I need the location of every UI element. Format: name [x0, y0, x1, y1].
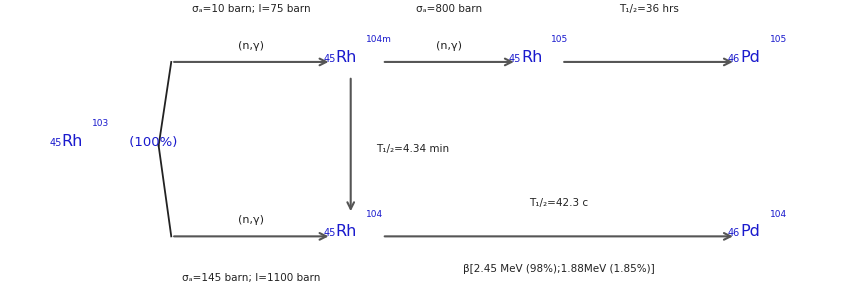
Text: 46: 46 [728, 228, 740, 238]
Text: 46: 46 [728, 54, 740, 64]
Text: 45: 45 [323, 228, 336, 238]
Text: 45: 45 [323, 54, 336, 64]
Text: T₁/₂=4.34 min: T₁/₂=4.34 min [376, 144, 449, 154]
Text: Pd: Pd [740, 50, 760, 65]
Text: 104m: 104m [365, 35, 392, 44]
Text: (n,γ): (n,γ) [238, 41, 265, 51]
Text: Rh: Rh [62, 134, 83, 149]
Text: T₁/₂=36 hrs: T₁/₂=36 hrs [618, 5, 678, 14]
Text: β[2.45 MeV (98%);1.88MeV (1.85%)]: β[2.45 MeV (98%);1.88MeV (1.85%)] [463, 264, 655, 274]
Text: Rh: Rh [521, 50, 542, 65]
Text: (n,γ): (n,γ) [436, 41, 462, 51]
Text: 105: 105 [551, 35, 568, 44]
Text: σₐ=800 barn: σₐ=800 barn [416, 5, 483, 14]
Text: Rh: Rh [336, 224, 357, 239]
Text: Rh: Rh [336, 50, 357, 65]
Text: 45: 45 [49, 138, 62, 148]
Text: σₐ=10 barn; I=75 barn: σₐ=10 barn; I=75 barn [192, 5, 310, 14]
Text: 105: 105 [770, 35, 788, 44]
Text: (n,γ): (n,γ) [238, 215, 265, 225]
Text: (100%): (100%) [125, 136, 177, 149]
Text: T₁/₂=42.3 c: T₁/₂=42.3 c [529, 198, 589, 209]
Text: 103: 103 [92, 119, 109, 128]
Text: 104: 104 [770, 210, 788, 219]
Text: 104: 104 [365, 210, 383, 219]
Text: Pd: Pd [740, 224, 760, 239]
Text: 45: 45 [509, 54, 521, 64]
Text: σₐ=145 barn; I=1100 barn: σₐ=145 barn; I=1100 barn [182, 273, 321, 283]
